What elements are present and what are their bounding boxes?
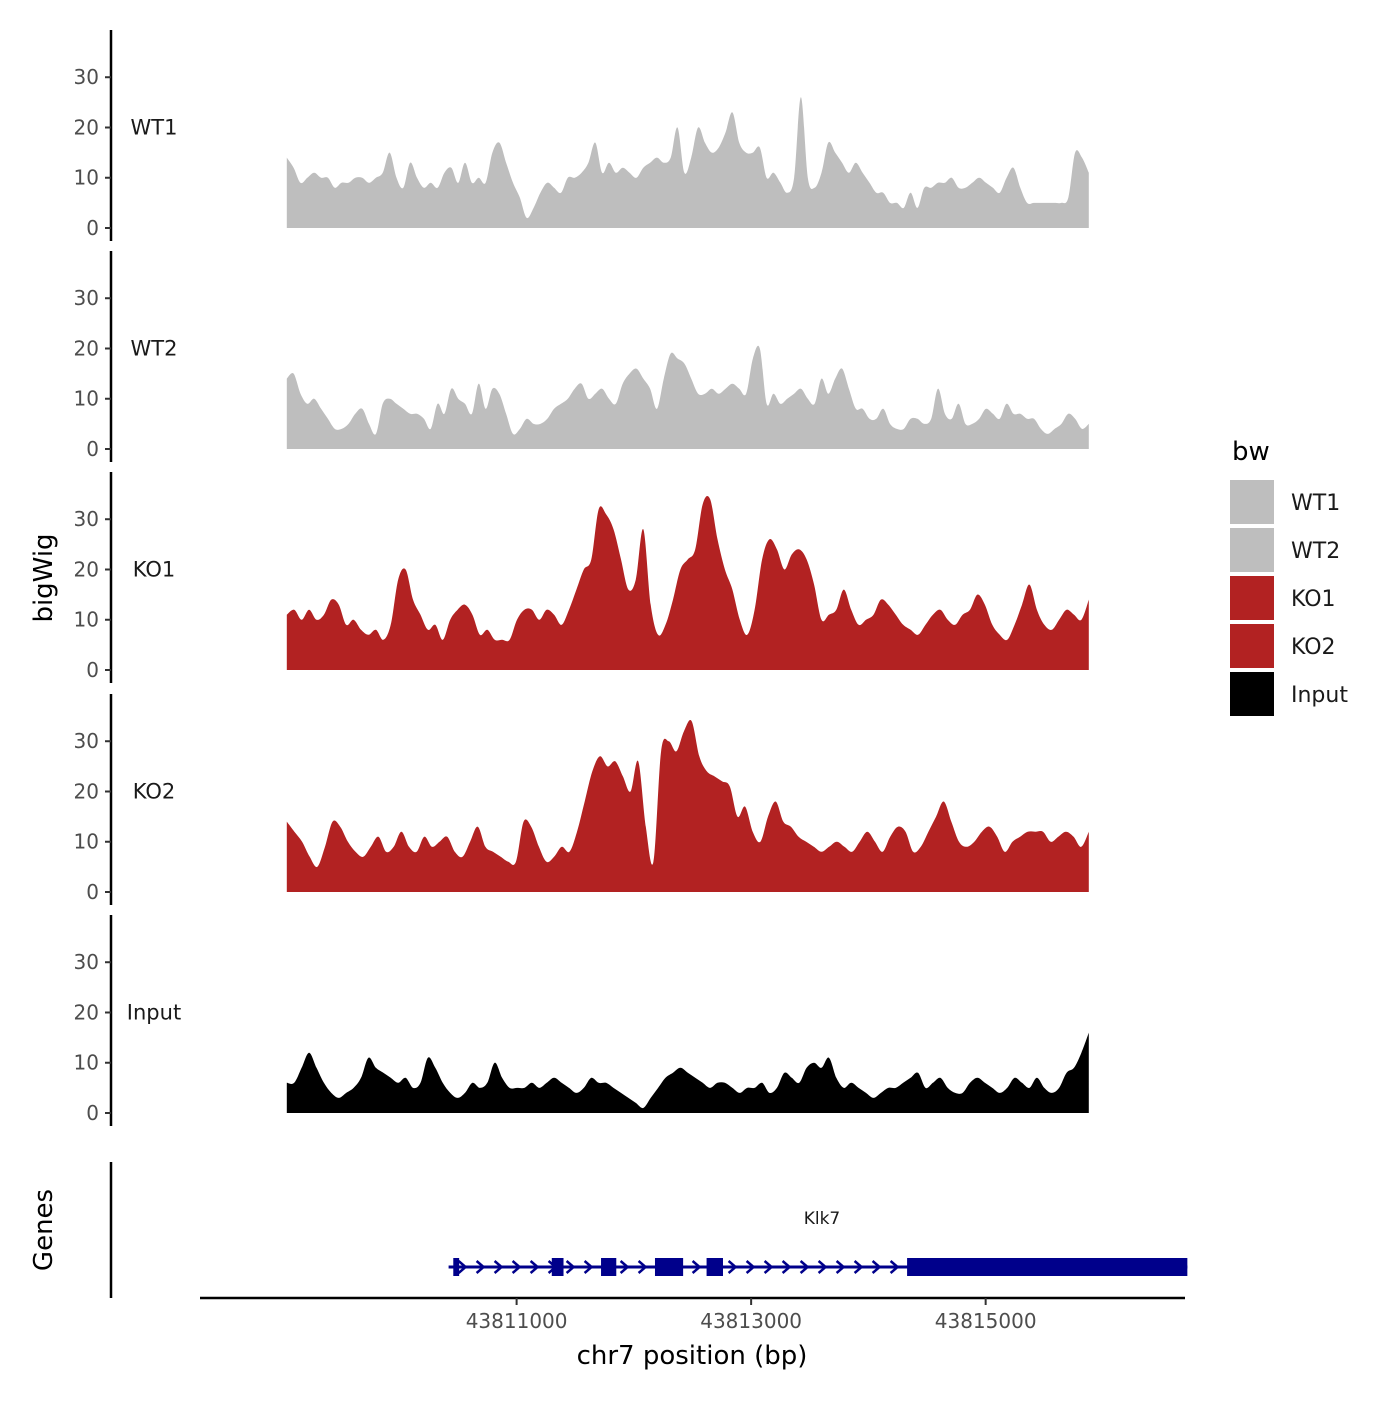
coverage-area-wt1 bbox=[286, 97, 1089, 228]
coverage-area-ko1 bbox=[286, 495, 1089, 670]
strand-arrow bbox=[727, 1260, 738, 1274]
strand-arrow bbox=[457, 1260, 468, 1274]
y-tick-label: 0 bbox=[86, 437, 99, 461]
gene-exon bbox=[706, 1258, 723, 1276]
y-tick-label: 10 bbox=[74, 608, 99, 632]
legend-label: KO1 bbox=[1291, 587, 1336, 612]
strand-arrow bbox=[529, 1260, 540, 1274]
track-label: KO2 bbox=[133, 779, 176, 803]
strand-arrow bbox=[745, 1260, 756, 1274]
legend-item-ko2: KO2 bbox=[1230, 624, 1336, 668]
y-tick-label: 20 bbox=[74, 557, 99, 581]
y-tick-label: 20 bbox=[74, 779, 99, 803]
y-tick-label: 30 bbox=[74, 729, 99, 753]
strand-arrow bbox=[583, 1260, 594, 1274]
track-wt1: 0 10 20 30 WT1 bbox=[74, 30, 1089, 241]
gene-label: Klk7 bbox=[804, 1209, 841, 1229]
coverage-area-wt2 bbox=[286, 345, 1089, 449]
tracks: 0 10 20 30 WT1 0 10 20 30 WT2 0 10 20 30 KO1 0 10 20 30 KO2… bbox=[74, 30, 1089, 1126]
y-tick-label: 20 bbox=[74, 1000, 99, 1024]
legend-title: bw bbox=[1232, 437, 1270, 467]
legend: bw WT1 WT2 KO1 KO2 Input bbox=[1230, 437, 1348, 716]
legend-label: WT1 bbox=[1291, 491, 1340, 516]
y-tick-label: 0 bbox=[86, 880, 99, 904]
strand-arrow bbox=[817, 1260, 828, 1274]
track-label: WT2 bbox=[131, 336, 178, 360]
y-axis-title: bigWig bbox=[29, 533, 59, 622]
gene-exon bbox=[453, 1258, 460, 1276]
y-tick-label: 30 bbox=[74, 286, 99, 310]
y-tick-label: 20 bbox=[74, 336, 99, 360]
strand-arrow bbox=[475, 1260, 486, 1274]
y-tick-label: 10 bbox=[74, 1051, 99, 1075]
legend-item-wt2: WT2 bbox=[1230, 528, 1340, 572]
strand-arrow bbox=[835, 1260, 846, 1274]
legend-swatch bbox=[1230, 576, 1274, 620]
track-ko1: 0 10 20 30 KO1 bbox=[74, 472, 1089, 683]
track-label: WT1 bbox=[131, 115, 178, 139]
strand-arrow bbox=[493, 1260, 504, 1274]
strand-arrow bbox=[799, 1260, 810, 1274]
x-tick-label: 43815000 bbox=[935, 1309, 1037, 1333]
gene-exon bbox=[907, 1258, 1188, 1276]
gene-exon bbox=[551, 1258, 564, 1276]
track-label: Input bbox=[127, 1000, 181, 1024]
y-tick-label: 30 bbox=[74, 65, 99, 89]
strand-arrow bbox=[889, 1260, 900, 1274]
strand-arrow bbox=[691, 1260, 702, 1274]
track-input: 0 10 20 30 Input bbox=[74, 915, 1089, 1126]
legend-swatch bbox=[1230, 528, 1274, 572]
x-axis-title: chr7 position (bp) bbox=[577, 1341, 808, 1371]
x-tick-label: 43813000 bbox=[700, 1309, 802, 1333]
coverage-area-ko2 bbox=[286, 720, 1089, 892]
strand-arrow bbox=[871, 1260, 882, 1274]
track-ko2: 0 10 20 30 KO2 bbox=[74, 694, 1089, 905]
y-tick-label: 30 bbox=[74, 507, 99, 531]
strand-arrow bbox=[619, 1260, 630, 1274]
track-label: KO1 bbox=[133, 557, 176, 581]
y-tick-label: 0 bbox=[86, 1101, 99, 1125]
legend-swatch bbox=[1230, 672, 1274, 716]
gene-panel: Genes Klk7 bbox=[29, 1162, 1188, 1298]
legend-label: WT2 bbox=[1291, 539, 1340, 564]
y-tick-label: 30 bbox=[74, 950, 99, 974]
y-tick-label: 20 bbox=[74, 115, 99, 139]
strand-arrow bbox=[565, 1260, 576, 1274]
legend-label: KO2 bbox=[1291, 635, 1336, 660]
legend-swatch bbox=[1230, 480, 1274, 524]
gene-exon bbox=[654, 1258, 684, 1276]
gene-exon bbox=[601, 1258, 617, 1276]
x-axis: 43811000 43813000 43815000 chr7 position (… bbox=[200, 1296, 1185, 1371]
track-wt2: 0 10 20 30 WT2 bbox=[74, 251, 1089, 462]
strand-arrow bbox=[763, 1260, 774, 1274]
strand-arrow bbox=[781, 1260, 792, 1274]
strand-arrow bbox=[511, 1260, 522, 1274]
legend-label: Input bbox=[1291, 683, 1348, 708]
legend-items: WT1 WT2 KO1 KO2 Input bbox=[1230, 480, 1348, 716]
y-tick-label: 10 bbox=[74, 387, 99, 411]
y-tick-label: 0 bbox=[86, 216, 99, 240]
x-tick-label: 43811000 bbox=[466, 1309, 568, 1333]
y-tick-label: 0 bbox=[86, 658, 99, 682]
legend-swatch bbox=[1230, 624, 1274, 668]
strand-arrow bbox=[853, 1260, 864, 1274]
legend-item-wt1: WT1 bbox=[1230, 480, 1340, 524]
legend-item-ko1: KO1 bbox=[1230, 576, 1336, 620]
y-tick-label: 10 bbox=[74, 830, 99, 854]
x-ticks: 43811000 43813000 43815000 bbox=[466, 1298, 1037, 1333]
genes-title: Genes bbox=[29, 1189, 59, 1271]
gene-model bbox=[448, 1258, 1188, 1276]
coverage-area-input bbox=[286, 1032, 1089, 1113]
legend-item-input: Input bbox=[1230, 672, 1348, 716]
strand-arrow bbox=[637, 1260, 648, 1274]
y-tick-label: 10 bbox=[74, 166, 99, 190]
